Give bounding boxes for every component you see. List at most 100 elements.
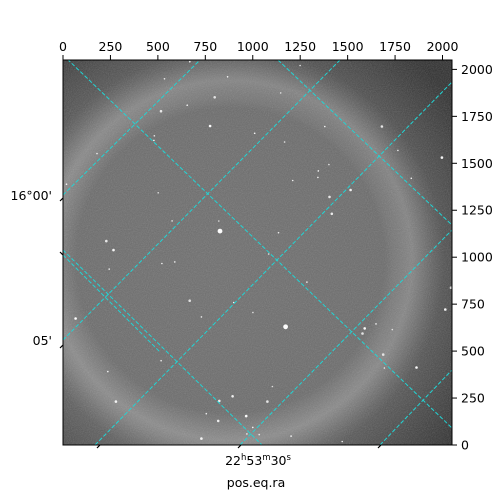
star: [290, 435, 292, 437]
star: [283, 141, 286, 143]
star: [157, 192, 159, 194]
sky-image: [63, 60, 452, 445]
top-tick-label: 1500: [332, 39, 364, 54]
star: [440, 156, 444, 159]
right-tick-label: 750: [461, 297, 485, 312]
grid-line-7: [379, 369, 452, 445]
star: [271, 385, 274, 388]
star: [299, 64, 301, 67]
star: [375, 323, 377, 325]
star: [218, 399, 221, 403]
right-tick-label: 1750: [461, 109, 493, 124]
star: [291, 179, 294, 182]
star: [341, 440, 344, 443]
ra-tick-label: 22h53m30s: [225, 453, 291, 468]
star: [65, 183, 68, 185]
star: [383, 367, 386, 369]
star: [381, 353, 385, 356]
star: [160, 359, 162, 362]
top-tick-label: 1000: [237, 39, 269, 54]
star: [380, 125, 384, 128]
star: [266, 400, 269, 403]
star: [317, 170, 320, 172]
right-tick-label: 1500: [461, 156, 493, 171]
star: [397, 149, 399, 152]
top-tick-label: 2000: [427, 39, 459, 54]
grid-line-5: [239, 229, 452, 445]
star: [171, 220, 173, 222]
top-tick-label: 500: [146, 39, 170, 54]
top-tick-label: 750: [193, 39, 217, 54]
star: [324, 125, 326, 128]
star: [330, 212, 334, 216]
left-dec-ticks: [59, 197, 64, 349]
right-tick-label: 1250: [461, 203, 493, 218]
star: [277, 231, 280, 234]
star: [159, 109, 163, 113]
star: [391, 328, 394, 331]
star: [252, 426, 254, 429]
star: [96, 152, 98, 155]
star: [208, 124, 212, 128]
star-field: [65, 60, 452, 443]
right-pixel-axis: 0 250 500 750 1000 1250 1500 1750 2000: [452, 62, 493, 453]
star: [328, 163, 330, 166]
star: [108, 268, 110, 270]
star: [246, 433, 248, 435]
right-tick-label: 1000: [461, 250, 493, 265]
star: [363, 327, 367, 330]
star: [200, 437, 203, 440]
star: [410, 177, 413, 180]
x-axis-title: pos.eq.ra: [227, 475, 285, 490]
bottom-ra-ticks: [96, 444, 382, 449]
star: [114, 400, 118, 403]
ra-tick-1: [237, 444, 242, 449]
star: [188, 299, 191, 303]
dec-tick-0: [59, 197, 64, 202]
star: [186, 104, 188, 106]
star: [189, 60, 191, 63]
top-tick-label: 1250: [284, 39, 316, 54]
star: [306, 281, 308, 283]
star: [153, 139, 155, 142]
ra-tick-0: [96, 444, 101, 449]
star: [163, 78, 166, 80]
star: [449, 286, 452, 289]
star: [415, 366, 418, 369]
grid-line-2: [277, 60, 452, 226]
star: [161, 262, 163, 265]
star: [218, 220, 220, 222]
right-tick-label: 0: [461, 438, 469, 453]
star: [244, 414, 248, 418]
star: [217, 228, 223, 234]
star: [328, 195, 331, 199]
right-tick-label: 250: [461, 391, 485, 406]
star: [205, 412, 208, 415]
star: [112, 248, 115, 252]
plot-frame: [62, 59, 453, 446]
star: [74, 317, 77, 320]
right-tick-label: 500: [461, 344, 485, 359]
star: [252, 311, 254, 314]
star: [444, 308, 447, 311]
star: [226, 76, 229, 78]
star: [283, 324, 288, 330]
dec-tick-label-05: 05': [33, 333, 52, 348]
star: [107, 370, 109, 373]
dec-tick-label-16-00: 16°00': [11, 188, 53, 203]
star: [253, 132, 256, 135]
dec-tick-1: [59, 344, 64, 349]
grid-line-8: [63, 254, 161, 353]
star: [153, 135, 156, 137]
star: [279, 92, 282, 94]
grid-line-4: [94, 81, 452, 445]
star: [105, 239, 108, 243]
star: [349, 188, 352, 192]
star: [267, 253, 270, 255]
top-tick-label: 0: [59, 39, 67, 54]
top-tick-label: 1750: [379, 39, 411, 54]
top-tick-label: 250: [99, 39, 123, 54]
star: [317, 176, 319, 179]
top-pixel-axis: 0 250 500 750 1000 1250 1500 1750 2000: [59, 39, 458, 60]
